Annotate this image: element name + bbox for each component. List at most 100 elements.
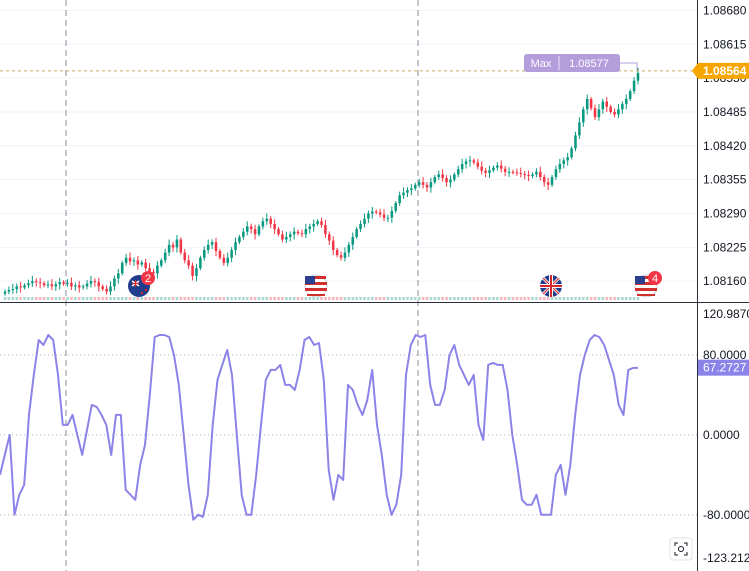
volume-bar: [621, 297, 624, 300]
volume-bar: [503, 297, 507, 300]
volume-bar: [183, 297, 187, 300]
volume-bar: [285, 297, 288, 300]
candle-body: [136, 260, 140, 265]
candle-body: [460, 164, 464, 170]
candle-body: [503, 168, 507, 172]
candle-body: [261, 221, 265, 227]
candle-body: [163, 252, 167, 261]
price-axis[interactable]: 1.086801.086151.085501.084851.084201.083…: [703, 3, 747, 288]
volume-bar: [218, 297, 222, 300]
candle-body: [23, 285, 26, 288]
volume-bar: [539, 297, 542, 300]
candle-body: [230, 249, 233, 258]
candle-body: [355, 229, 358, 237]
candle-body: [210, 242, 214, 245]
volume-bar: [578, 297, 581, 300]
volume-bar: [359, 297, 362, 300]
oscillator-series: [0, 334, 638, 521]
candle-body: [81, 286, 85, 288]
current-price-label: 1.08564: [703, 64, 747, 78]
volume-bar: [261, 297, 265, 300]
volume-bar: [58, 297, 61, 300]
price-tick-label: 1.08225: [703, 240, 747, 254]
volume-bar: [390, 297, 394, 300]
current-price-badge: 1.08564: [692, 62, 749, 79]
volume-bar: [460, 297, 464, 300]
candle-body: [468, 160, 472, 162]
event-united-states[interactable]: 4: [634, 271, 662, 298]
candle-body: [464, 161, 468, 165]
candle-body: [562, 160, 566, 165]
volume-bar: [7, 297, 11, 300]
candle-body: [511, 171, 515, 173]
candle-body: [582, 109, 585, 123]
volume-bar: [542, 297, 546, 300]
candle-body: [515, 172, 519, 174]
candle-body: [70, 282, 73, 287]
candle-body: [265, 218, 269, 222]
event-count: 2: [145, 273, 151, 285]
volume-bar: [19, 297, 22, 300]
volume-bar: [441, 297, 444, 300]
volume-bar: [386, 297, 390, 300]
candle-body: [316, 221, 319, 224]
volume-bar: [597, 297, 601, 300]
volume-bar: [414, 297, 417, 300]
candle-body: [523, 173, 526, 175]
candle-body: [38, 282, 42, 284]
candle-body: [433, 177, 437, 183]
volume-bar: [42, 297, 46, 300]
event-united-states[interactable]: [304, 274, 328, 298]
volume-bar: [328, 297, 331, 300]
volume-bar: [499, 297, 503, 300]
candle-body: [11, 288, 15, 291]
candle-body: [183, 252, 187, 261]
candle-body: [476, 162, 480, 167]
candle-body: [386, 217, 390, 219]
volume-bar: [288, 297, 292, 300]
candle-body: [636, 72, 640, 81]
candle-body: [234, 242, 237, 250]
candle-body: [539, 171, 542, 178]
candle-body: [187, 260, 190, 266]
volume-bar: [605, 297, 609, 300]
volume-bar: [546, 297, 550, 300]
price-tick-label: 1.08680: [703, 3, 747, 17]
candle-body: [285, 236, 288, 240]
oscillator-axis[interactable]: 120.9870 80.0000 0.0000 -80.0000 -123.212: [703, 307, 749, 565]
candle-body: [546, 182, 550, 185]
volume-bar: [609, 297, 612, 300]
candle-body: [242, 231, 245, 237]
candle-body: [238, 236, 241, 243]
volume-bar: [128, 297, 132, 300]
volume-bar: [343, 297, 347, 300]
oscillator-tick-label: 0.0000: [703, 428, 740, 442]
volume-bar: [437, 297, 440, 300]
event-united-kingdom[interactable]: [540, 275, 562, 297]
candle-body: [347, 244, 351, 253]
candle-body: [578, 122, 581, 136]
volume-bar: [187, 297, 190, 300]
volume-bar: [324, 297, 327, 300]
candle-body: [19, 286, 22, 288]
volume-bar: [120, 297, 124, 300]
volume-bar: [628, 297, 632, 300]
volume-bar: [101, 297, 104, 300]
volume-bar: [273, 297, 276, 300]
volume-bar: [23, 297, 26, 300]
screenshot-button[interactable]: [669, 537, 693, 561]
volume-bar: [152, 297, 155, 300]
volume-bar: [210, 297, 214, 300]
candle-body: [277, 229, 280, 235]
candle-body: [140, 262, 144, 265]
candle-body: [617, 109, 620, 115]
candle-body: [597, 109, 601, 118]
event-new-zealand[interactable]: 2: [128, 271, 155, 297]
candle-body: [445, 178, 448, 183]
event-count-badge: [648, 271, 662, 285]
volume-bar: [66, 297, 69, 300]
candle-body: [585, 98, 589, 110]
volume-bar: [316, 297, 319, 300]
candle-body: [214, 242, 218, 251]
